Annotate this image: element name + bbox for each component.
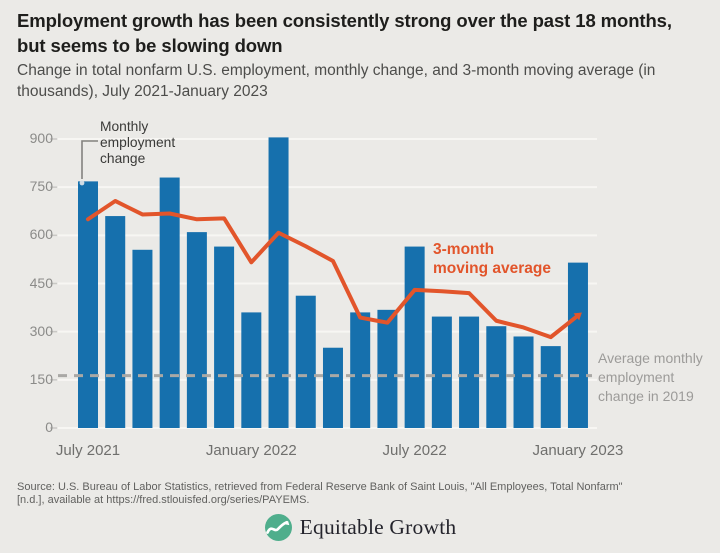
y-axis-label: 300 bbox=[29, 322, 53, 339]
bar bbox=[78, 181, 98, 428]
y-axis-label: 150 bbox=[29, 370, 53, 387]
bar bbox=[377, 309, 398, 428]
bar-annotation: Monthly employment change bbox=[100, 119, 176, 166]
moving-average-line bbox=[86, 198, 580, 340]
bar bbox=[159, 177, 180, 428]
chart-title: Employment growth has been consistently … bbox=[17, 10, 672, 56]
y-axis-label: 450 bbox=[29, 274, 53, 291]
source-note: Source: U.S. Bureau of Labor Statistics,… bbox=[17, 481, 623, 506]
bar bbox=[322, 347, 343, 428]
reference-annotation: Average monthly employment change in 201… bbox=[598, 350, 703, 405]
bar bbox=[214, 246, 235, 428]
bar bbox=[350, 312, 371, 428]
bar bbox=[186, 232, 207, 428]
equitable-growth-logo-icon bbox=[264, 514, 292, 541]
y-axis-label: 750 bbox=[29, 178, 53, 195]
bar bbox=[459, 316, 480, 428]
chart-subtitle: Change in total nonfarm U.S. employment,… bbox=[17, 62, 656, 100]
annotation-connector-dot bbox=[79, 180, 85, 186]
bar bbox=[567, 262, 588, 428]
y-axis-labels: 0 150 300 450 600 750 900 bbox=[0, 0, 53, 470]
x-axis-label: July 2022 bbox=[382, 442, 447, 459]
y-axis-label: 0 bbox=[45, 419, 53, 435]
moving-average-arrowhead bbox=[573, 312, 582, 321]
bar bbox=[105, 216, 126, 428]
logo-text: Equitable Growth bbox=[299, 515, 457, 539]
bar bbox=[132, 249, 153, 428]
x-axis-label: January 2023 bbox=[532, 442, 624, 459]
bar bbox=[268, 137, 289, 428]
bar bbox=[295, 295, 316, 428]
y-axis-label: 600 bbox=[29, 226, 53, 243]
bar bbox=[241, 312, 262, 428]
bar bbox=[513, 336, 534, 428]
x-axis-label: July 2021 bbox=[55, 442, 121, 459]
footer-logo: Equitable Growth bbox=[0, 513, 720, 542]
bar bbox=[404, 246, 425, 428]
bar bbox=[431, 316, 452, 428]
bar bbox=[540, 346, 561, 428]
line-annotation: 3-month moving average bbox=[433, 241, 552, 277]
y-axis-label: 900 bbox=[29, 130, 53, 146]
x-axis-labels: July 2021 January 2022 July 2022 January 20… bbox=[0, 442, 720, 462]
annotation-connector-line bbox=[81, 140, 98, 179]
x-axis-label: January 2022 bbox=[205, 442, 297, 459]
